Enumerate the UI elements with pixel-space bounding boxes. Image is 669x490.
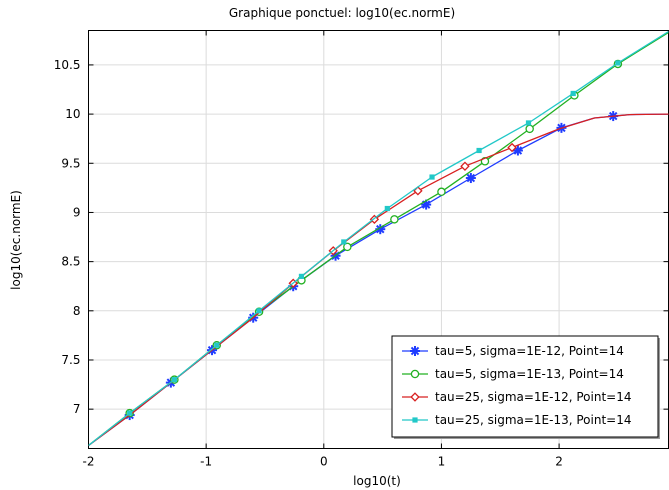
- data-point: [413, 186, 423, 196]
- data-point: [384, 205, 390, 212]
- y-tick-label: 9: [73, 205, 81, 219]
- data-point: [429, 174, 435, 180]
- legend-marker: [410, 346, 420, 356]
- grid: [88, 30, 669, 449]
- legend-box: [391, 335, 659, 438]
- data-point: [214, 342, 220, 348]
- axis-ticks: -2 -1 0 1 2 7 7.5 8 8.5 9 9.5 10 10.5: [54, 30, 669, 469]
- legend-entry: tau=5, sigma=1E-12, Point=14: [435, 344, 624, 358]
- data-point: [127, 410, 133, 416]
- data-point: [298, 273, 305, 279]
- x-tick-label: 1: [438, 455, 446, 469]
- data-point: [476, 147, 482, 154]
- chart-title: Graphique ponctuel: log10(ec.normE): [229, 6, 455, 20]
- legend-entry: tau=5, sigma=1E-13, Point=14: [435, 367, 624, 381]
- y-tick-label: 8: [73, 304, 81, 318]
- data-point: [570, 90, 576, 97]
- data-point: [341, 239, 347, 245]
- data-point: [343, 242, 352, 252]
- data-point: [507, 142, 517, 153]
- data-point: [512, 145, 523, 156]
- y-tick-label: 7.5: [61, 353, 80, 367]
- legend: tau=5, sigma=1E-12, Point=14 tau=5, sigma…: [391, 335, 660, 439]
- data-point: [256, 308, 262, 314]
- y-tick-label: 9.5: [61, 156, 80, 170]
- data-point: [437, 187, 446, 197]
- y-tick-label: 10.5: [54, 58, 81, 72]
- data-point: [460, 161, 470, 171]
- x-tick-label: 0: [320, 455, 328, 469]
- x-tick-label: -1: [200, 455, 212, 469]
- y-tick-label: 7: [73, 402, 81, 416]
- y-tick-label: 8.5: [61, 255, 80, 269]
- y-tick-label: 10: [65, 107, 80, 121]
- legend-marker: [410, 392, 420, 402]
- x-tick-label: 2: [555, 455, 563, 469]
- series-group: [88, 30, 669, 447]
- data-point: [390, 215, 399, 224]
- legend-marker: [412, 417, 418, 423]
- legend-entry: tau=25, sigma=1E-12, Point=14: [435, 390, 631, 404]
- data-point: [171, 377, 177, 383]
- data-point: [615, 60, 621, 66]
- x-axis-label: log10(t): [353, 474, 401, 488]
- data-point: [465, 173, 476, 184]
- y-axis-label: log10(ec.normE): [9, 190, 23, 290]
- x-tick-label: -2: [83, 455, 95, 469]
- series-line: [88, 30, 669, 447]
- legend-marker: [410, 369, 420, 379]
- legend-entry: tau=25, sigma=1E-13, Point=14: [435, 413, 631, 427]
- data-point: [525, 124, 534, 134]
- series-4: [88, 30, 669, 447]
- data-point: [525, 120, 532, 126]
